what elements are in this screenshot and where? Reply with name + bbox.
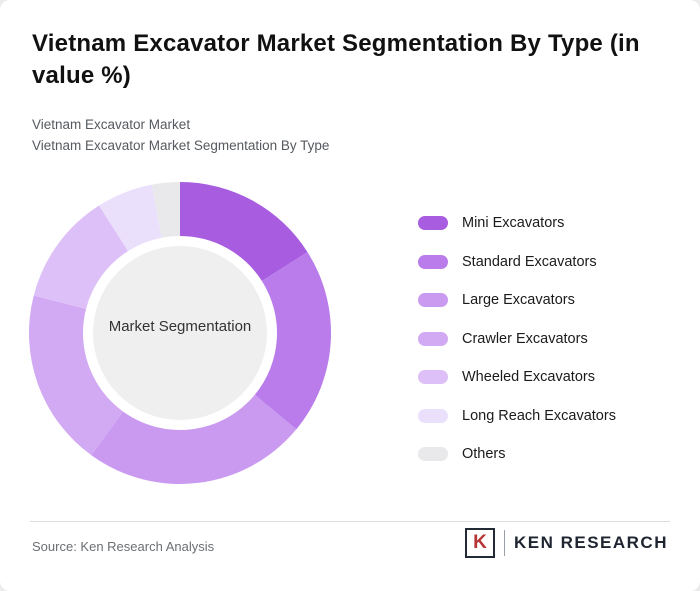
legend-swatch <box>418 293 448 308</box>
legend-swatch <box>418 370 448 385</box>
footer-divider <box>30 521 670 522</box>
donut-center-label: Market Segmentation <box>108 318 252 335</box>
donut-center-circle <box>93 246 267 420</box>
logo-divider <box>503 530 505 556</box>
donut-segment-standard-excavators[interactable] <box>254 252 331 430</box>
legend-label: Large Excavators <box>462 292 575 309</box>
donut-segment-mini-excavators[interactable] <box>180 182 308 282</box>
legend-label: Wheeled Excavators <box>462 369 595 386</box>
donut-segment-crawler-excavators[interactable] <box>29 295 123 456</box>
donut-segment-large-excavators[interactable] <box>91 394 297 484</box>
legend-item-standard-excavators[interactable]: Standard Excavators <box>418 243 616 282</box>
legend-label: Others <box>462 446 506 463</box>
ken-research-logo: K KEN RESEARCH <box>464 528 668 558</box>
legend-swatch <box>418 447 448 462</box>
donut-segment-others[interactable] <box>151 182 180 238</box>
legend-item-long-reach-excavators[interactable]: Long Reach Excavators <box>418 397 616 436</box>
legend-item-wheeled-excavators[interactable]: Wheeled Excavators <box>418 358 616 397</box>
legend-label: Long Reach Excavators <box>462 407 616 424</box>
logo-text: KEN RESEARCH <box>513 533 668 552</box>
subtitle-line-2: Vietnam Excavator Market Segmentation By… <box>32 138 330 153</box>
donut-segment-wheeled-excavators[interactable] <box>33 205 129 309</box>
donut-segment-long-reach-excavators[interactable] <box>99 184 162 252</box>
legend-label: Mini Excavators <box>462 215 565 232</box>
legend-item-crawler-excavators[interactable]: Crawler Excavators <box>418 320 616 359</box>
legend-swatch <box>418 216 448 231</box>
legend-swatch <box>418 331 448 346</box>
legend-label: Crawler Excavators <box>462 330 588 347</box>
subtitle-line-1: Vietnam Excavator Market <box>32 117 191 132</box>
page-title: Vietnam Excavator Market Segmentation By… <box>32 30 640 90</box>
legend-swatch <box>418 254 448 269</box>
legend-item-others[interactable]: Others <box>418 435 616 474</box>
logo-k-mark: K <box>464 528 495 558</box>
legend-label: Standard Excavators <box>462 253 597 270</box>
legend-item-large-excavators[interactable]: Large Excavators <box>418 281 616 320</box>
legend-item-mini-excavators[interactable]: Mini Excavators <box>418 204 616 243</box>
legend-swatch <box>418 408 448 423</box>
legend: Mini Excavators Standard Excavators Larg… <box>418 204 616 474</box>
chart-subtitle: Vietnam Excavator Market Vietnam Excavat… <box>32 114 329 156</box>
donut-chart <box>29 182 331 484</box>
source-text: Source: Ken Research Analysis <box>32 539 215 554</box>
